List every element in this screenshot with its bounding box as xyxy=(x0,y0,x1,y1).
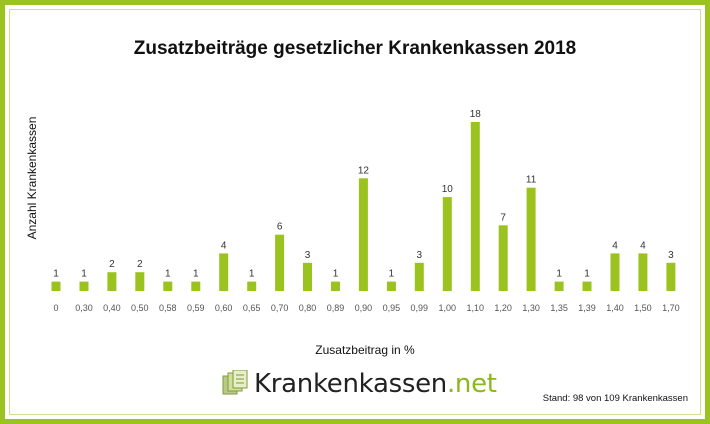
x-tick-label-17: 1,30 xyxy=(522,303,540,313)
x-tick-label-3: 0,50 xyxy=(131,303,149,313)
bar-16 xyxy=(498,225,508,291)
x-tick-label-18: 1,35 xyxy=(550,303,568,313)
value-label-22: 3 xyxy=(668,250,674,261)
x-tick-label-12: 0,95 xyxy=(383,303,401,313)
bar-9 xyxy=(303,262,312,291)
bar-15 xyxy=(470,122,480,291)
bar-12 xyxy=(386,281,396,291)
value-label-20: 4 xyxy=(612,240,618,251)
value-label-9: 3 xyxy=(305,250,311,261)
value-label-6: 4 xyxy=(221,240,227,251)
bar-21 xyxy=(638,253,648,291)
x-tick-label-16: 1,20 xyxy=(494,303,512,313)
documents-icon xyxy=(222,370,248,395)
value-label-7: 1 xyxy=(249,269,255,280)
value-label-15: 18 xyxy=(470,109,482,120)
value-label-17: 11 xyxy=(526,175,537,186)
x-tick-label-1: 0,30 xyxy=(75,303,93,313)
x-tick-label-2: 0,40 xyxy=(103,303,121,313)
value-label-21: 4 xyxy=(640,240,646,251)
x-tick-label-13: 0,99 xyxy=(411,303,429,313)
value-label-19: 1 xyxy=(584,269,590,280)
x-tick-label-4: 0,58 xyxy=(159,303,177,313)
value-label-8: 6 xyxy=(277,222,283,233)
x-tick-label-5: 0,59 xyxy=(187,303,205,313)
footnote-stand: Stand: 98 von 109 Krankenkassen xyxy=(542,393,688,404)
x-tick-label-22: 1,70 xyxy=(662,303,680,313)
value-label-16: 7 xyxy=(500,212,506,223)
bar-7 xyxy=(247,281,257,291)
bar-10 xyxy=(331,281,340,291)
x-tick-label-14: 1,00 xyxy=(439,303,457,313)
value-label-2: 2 xyxy=(109,259,115,270)
value-label-14: 10 xyxy=(442,184,454,195)
x-tick-label-7: 0,65 xyxy=(243,303,261,313)
value-label-10: 1 xyxy=(333,269,339,280)
value-label-18: 1 xyxy=(556,269,562,280)
bar-1 xyxy=(79,281,89,291)
x-tick-label-0: 0 xyxy=(53,303,58,313)
bars-group xyxy=(51,122,676,291)
x-tick-label-11: 0,90 xyxy=(355,303,373,313)
x-tick-label-6: 0,60 xyxy=(215,303,233,313)
bar-17 xyxy=(526,187,536,291)
x-axis-label: Zusatzbeitrag in % xyxy=(315,343,415,357)
chart-inner-border xyxy=(9,9,701,415)
bar-13 xyxy=(414,262,424,291)
value-label-13: 3 xyxy=(417,250,423,261)
bar-20 xyxy=(610,253,620,291)
bar-2 xyxy=(107,272,117,291)
bar-4 xyxy=(163,281,173,291)
value-label-3: 2 xyxy=(137,259,143,270)
x-tick-label-9: 0,80 xyxy=(299,303,317,313)
x-tick-label-8: 0,70 xyxy=(271,303,289,313)
value-label-12: 1 xyxy=(389,269,395,280)
y-axis-label: Anzahl Krankenkassen xyxy=(25,117,39,240)
value-label-4: 1 xyxy=(165,269,171,280)
bar-22 xyxy=(666,262,676,291)
x-tick-label-20: 1,40 xyxy=(606,303,624,313)
value-label-0: 1 xyxy=(53,269,59,280)
bar-5 xyxy=(191,281,201,291)
x-tick-label-21: 1,50 xyxy=(634,303,652,313)
logo-text-main: Krankenkassen xyxy=(254,369,447,399)
chart-title: Zusatzbeiträge gesetzlicher Krankenkasse… xyxy=(133,38,577,59)
bar-18 xyxy=(554,281,564,291)
logo: Krankenkassen.net xyxy=(222,367,497,401)
bar-6 xyxy=(219,253,229,291)
value-label-11: 12 xyxy=(358,165,370,176)
bar-8 xyxy=(275,234,285,291)
bar-14 xyxy=(442,197,452,291)
logo-text-tld: .net xyxy=(446,369,497,399)
logo-wordmark: Krankenkassen.net xyxy=(254,369,497,399)
bar-11 xyxy=(358,178,368,291)
x-tick-labels-group: 0 0,30 0,40 0,50 0,58 0,59 0,60 0,65 0,70 0,80 0,8… xyxy=(53,303,679,313)
bar-0 xyxy=(51,281,61,291)
bar-19 xyxy=(582,281,592,291)
x-tick-label-15: 1,10 xyxy=(467,303,485,313)
bar-3 xyxy=(135,272,145,291)
value-label-1: 1 xyxy=(81,269,87,280)
x-tick-label-10: 0,89 xyxy=(327,303,345,313)
x-tick-label-19: 1,39 xyxy=(578,303,596,313)
value-label-5: 1 xyxy=(193,269,199,280)
